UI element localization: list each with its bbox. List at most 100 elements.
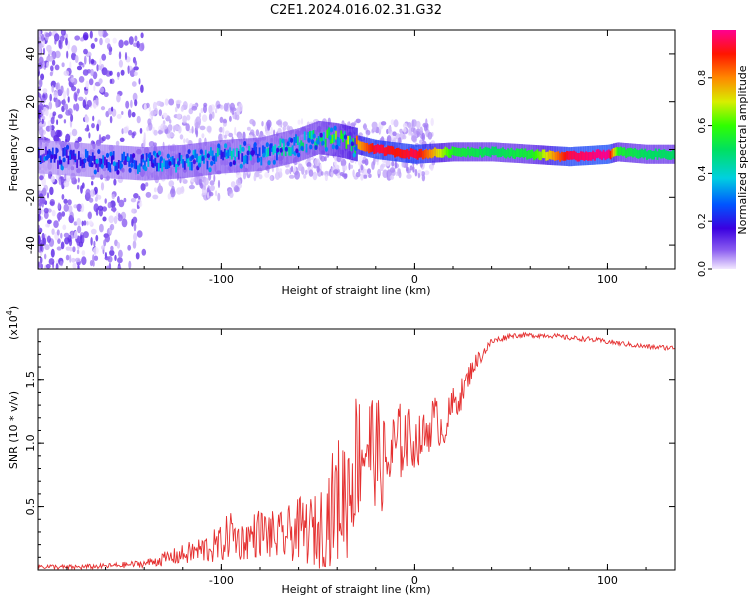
spectrogram-noise-cell [46,192,50,199]
spectrogram-noise-cell [76,217,81,226]
spectrogram-noise-cell [75,103,80,112]
spectrogram-noise-cell [109,78,113,84]
spectrogram-noise-cell [420,171,426,177]
spectrogram-ridge-cell [69,151,72,160]
spectrogram-noise-cell [136,230,143,238]
spectrogram-noise-cell [54,64,60,71]
spectrogram-ridge-cell [333,133,336,143]
spectrogram-noise-cell [43,211,49,220]
spectrogram-noise-cell [86,99,92,108]
spectrogram-noise-cell [275,166,279,174]
spectrogram-ridge-cell [71,150,73,160]
spectrogram-noise-cell [380,121,387,126]
spectrogram-noise-cell [133,232,138,242]
snr-scale-exponent: 4 [5,310,14,315]
spectrogram-ridge-cell [571,151,574,160]
spectrogram-ridge-cell [232,160,236,166]
spectrogram-noise-cell [411,119,414,128]
spectrogram-noise-cell [66,50,69,59]
spectrogram-noise-cell [393,119,399,128]
spectrogram-noise-cell [406,174,412,179]
spectrogram-ridge-cell [251,150,255,156]
spectrogram-noise-cell [130,198,137,203]
spectrogram-ridge-cell [217,143,221,149]
spectrogram-ridge-cell [133,160,136,169]
spectrogram-noise-cell [200,107,204,114]
spectrogram-noise-cell [44,244,50,251]
spectrogram-ridge-cell [604,151,607,161]
spectrogram-noise-cell [355,171,361,178]
spectrogram-noise-cell [174,124,179,131]
spectrogram-band-cell [289,130,292,164]
spectrogram-noise-cell [324,174,328,182]
spectrogram-noise-cell [120,69,125,76]
figure-title: C2E1.2024.016.02.31.G32 [270,3,442,18]
spectrogram-noise-cell [430,117,434,127]
spectrogram-ridge-cell [97,149,101,155]
spectrogram-ridge-cell [192,159,196,165]
spectrogram-noise-cell [98,30,104,37]
spectrogram-noise-cell [76,65,83,71]
spectrogram-ridge-cell [154,157,157,167]
spectrogram-noise-cell [74,35,81,41]
spectrogram-ridge-cell [618,147,621,156]
spectrogram-noise-cell [38,185,42,191]
spectrogram-noise-cell [363,123,367,131]
spectrogram-noise-cell [157,130,164,135]
spectrogram-noise-cell [93,240,96,247]
spectrogram-band-cell [216,140,219,174]
spectrogram-noise-cell [190,176,195,183]
spectrogram-noise-cell [61,194,65,200]
spectrogram-band-cell [145,147,148,181]
spectrogram-ridge-cell [359,141,362,150]
spectrogram-noise-cell [417,172,421,179]
spectrogram-ridge-cell [117,160,120,169]
spectrogram-ridge-cell [199,155,202,164]
spectrogram-noise-cell [127,109,132,118]
spectrogram-ridge-cell [69,149,73,155]
colorbar-tick-label: 0.2 [697,213,708,229]
spectrogram-x-label: Height of straight line (km) [281,284,430,297]
spectrogram-noise-cell [336,155,342,163]
spectrogram-noise-cell [401,161,405,168]
spectrogram-ridge-cell [630,147,633,157]
spectrogram-noise-cell [90,43,96,49]
spectrogram-noise-cell [169,188,176,198]
spectrogram-ridge-cell [263,146,266,156]
spectrogram-noise-cell [413,129,417,136]
spectrogram-y-label: Frequency (Hz) [7,109,20,192]
spectrogram-ridge-cell [239,144,242,154]
spectrogram-noise-cell [53,135,60,142]
spectrogram-noise-cell [61,211,66,217]
spectrogram-band-cell [303,126,306,160]
spectrogram-ridge-cell [295,148,299,154]
spectrogram-ridge-cell [272,146,275,155]
spectrogram-noise-cell [102,216,107,222]
spectrogram-noise-cell [51,59,56,66]
spectrogram-noise-cell [176,113,182,119]
spectrogram-ridge-cell [239,163,243,169]
spectrogram-band-cell [218,140,221,174]
spectrogram-noise-cell [73,221,78,226]
spectrogram-noise-cell [168,180,175,187]
spectrogram-noise-cell [73,104,76,111]
spectrogram-ridge-cell [545,152,548,161]
spectrogram-noise-cell [48,173,51,179]
spectrogram-noise-cell [348,162,351,171]
spectrogram-ridge-cell [62,148,65,157]
spectrogram-ridge-cell [338,137,341,147]
spectrogram-ridge-cell [123,151,126,161]
spectrogram-ridge-cell [534,150,537,160]
spectrogram-noise-cell [365,129,371,136]
spectrogram-noise-cell [224,134,227,139]
spectrogram-noise-cell [229,102,235,111]
spectrogram-noise-cell [104,37,111,44]
spectrogram-noise-cell [386,135,392,144]
spectrogram-ridge-cell [329,135,332,144]
colorbar-tick-label: 0.0 [697,261,708,277]
spectrogram-noise-cell [140,32,144,39]
spectrogram-noise-cell [84,55,87,65]
spectrogram-noise-cell [42,237,47,246]
spectrogram-ridge-cell [382,144,384,154]
